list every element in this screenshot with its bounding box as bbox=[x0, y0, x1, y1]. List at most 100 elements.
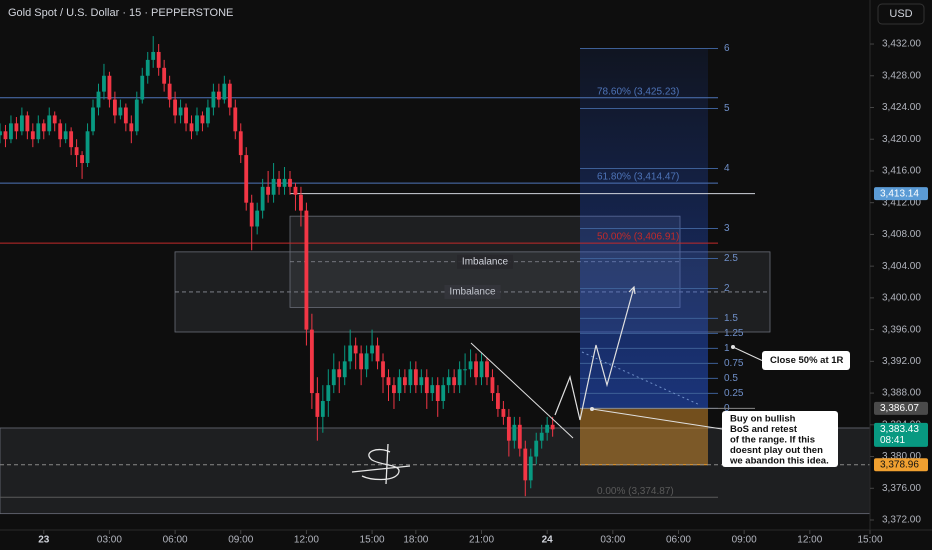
price-tag bbox=[874, 401, 928, 415]
price-tag bbox=[874, 458, 928, 472]
r-level-label: 4 bbox=[724, 163, 730, 174]
r-level-label: 0.25 bbox=[724, 388, 744, 399]
candle-body bbox=[200, 115, 205, 124]
candle-body bbox=[9, 123, 13, 140]
candle-body bbox=[0, 131, 2, 136]
candle-body bbox=[326, 385, 331, 402]
candle-body bbox=[36, 123, 41, 140]
currency-button[interactable] bbox=[877, 3, 925, 25]
candle-body bbox=[255, 210, 260, 227]
annotation-text: BoS and retest bbox=[730, 424, 798, 435]
y-tick-label: 3,428.00 bbox=[882, 70, 921, 81]
candle-body bbox=[14, 123, 19, 132]
candle-body bbox=[534, 440, 539, 457]
candle-body bbox=[52, 115, 57, 124]
candle-body bbox=[266, 186, 271, 195]
candle-body bbox=[277, 178, 281, 187]
candle-body bbox=[430, 385, 435, 394]
candle-body bbox=[353, 345, 358, 354]
candle-body bbox=[402, 377, 407, 386]
y-tick-label: 3,372.00 bbox=[882, 515, 921, 526]
candle-body bbox=[189, 123, 194, 132]
annotation-dot bbox=[731, 345, 735, 349]
candle-body bbox=[468, 361, 473, 370]
candle-body bbox=[30, 131, 35, 140]
candle-body bbox=[123, 107, 128, 124]
annotation-box bbox=[762, 351, 850, 370]
fib-label: 50.00% (3,406.91) bbox=[597, 232, 679, 243]
x-tick-label: 03:00 bbox=[97, 535, 122, 546]
candle-body bbox=[25, 115, 30, 132]
candle-body bbox=[63, 131, 68, 140]
candle-body bbox=[162, 67, 167, 84]
y-tick-label: 3,424.00 bbox=[882, 102, 921, 113]
candle-body bbox=[184, 107, 188, 124]
label-bg bbox=[444, 284, 501, 299]
candle-body bbox=[96, 91, 101, 108]
x-tick-label: 21:00 bbox=[469, 535, 494, 546]
candle-body bbox=[457, 369, 462, 386]
y-tick-label: 3,396.00 bbox=[882, 324, 921, 335]
candle-body bbox=[315, 393, 320, 417]
candle-body bbox=[47, 115, 52, 132]
candle-body bbox=[178, 107, 183, 116]
x-tick-label: 15:00 bbox=[360, 535, 385, 546]
candle-body bbox=[58, 123, 63, 140]
candle-body bbox=[134, 99, 139, 132]
candle-body bbox=[397, 377, 402, 394]
r-level-label: 5 bbox=[724, 103, 730, 114]
candle-body bbox=[167, 83, 172, 100]
r-level-label: 1.5 bbox=[724, 313, 738, 324]
fib-label: 61.80% (3,414.47) bbox=[597, 172, 679, 183]
candle-body bbox=[446, 377, 451, 386]
candle-body bbox=[102, 75, 106, 92]
candle-body bbox=[331, 369, 336, 386]
r-level-label: 1 bbox=[724, 343, 730, 354]
fib-label: 0.00% (3,374.87) bbox=[597, 486, 674, 497]
x-tick-label: 06:00 bbox=[163, 535, 188, 546]
price-tag bbox=[874, 187, 928, 201]
candle-body bbox=[496, 393, 500, 409]
candle-body bbox=[370, 345, 374, 354]
price-tag-sublabel: 08:41 bbox=[880, 435, 905, 446]
candle-body bbox=[523, 448, 528, 481]
x-tick-label: 18:00 bbox=[403, 535, 428, 546]
candle-body bbox=[118, 107, 123, 116]
price-tag-label: 3,378.96 bbox=[880, 459, 919, 470]
candle-body bbox=[173, 99, 178, 116]
price-tag bbox=[874, 422, 928, 447]
x-tick-label: 12:00 bbox=[294, 535, 319, 546]
candle-body bbox=[452, 377, 457, 386]
dollar-sign bbox=[351, 443, 411, 485]
candle-body bbox=[304, 210, 309, 330]
candle-body bbox=[545, 424, 550, 433]
y-tick-label: 3,400.00 bbox=[882, 293, 921, 304]
candle-body bbox=[80, 155, 84, 164]
candle-body bbox=[222, 83, 227, 100]
y-tick-label: 3,416.00 bbox=[882, 166, 921, 177]
candle-body bbox=[299, 194, 303, 211]
candle-body bbox=[501, 408, 506, 417]
x-tick-label: 09:00 bbox=[228, 535, 253, 546]
r-level-label: 0.75 bbox=[724, 358, 744, 369]
stop-zone bbox=[580, 408, 708, 465]
candle-body bbox=[386, 377, 391, 386]
candle-body bbox=[69, 131, 74, 148]
candle-body bbox=[517, 424, 522, 449]
candle-body bbox=[211, 91, 216, 108]
y-tick-label: 3,408.00 bbox=[882, 229, 921, 240]
candle-body bbox=[309, 329, 314, 394]
candle-body bbox=[244, 155, 249, 203]
arrow-head bbox=[628, 285, 636, 295]
price-tag-label: 3,413.14 bbox=[880, 188, 919, 199]
candle-body bbox=[485, 361, 489, 378]
candle-body bbox=[271, 178, 276, 195]
r-level-label: 3 bbox=[724, 223, 730, 234]
candle-body bbox=[19, 115, 24, 132]
candle-body bbox=[479, 361, 484, 378]
annotation-text: Close 50% at 1R bbox=[770, 355, 844, 366]
x-tick-label: 06:00 bbox=[666, 535, 691, 546]
currency[interactable]: USD bbox=[889, 8, 912, 20]
candle-body bbox=[550, 424, 555, 430]
candle-body bbox=[408, 369, 413, 386]
